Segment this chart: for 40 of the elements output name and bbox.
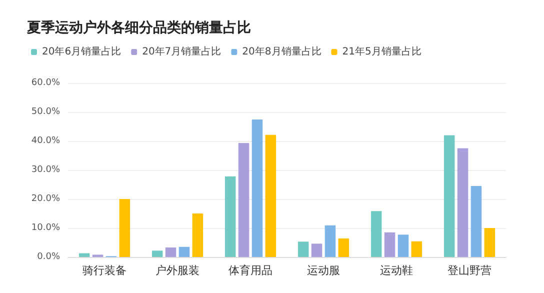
legend-label: 21年5月销量占比	[342, 46, 422, 58]
chart-title: 夏季运动户外各细分品类的销量占比	[26, 19, 251, 36]
bar	[370, 211, 382, 257]
x-tick-label: 运动服	[307, 264, 340, 277]
x-tick-label: 登山野营	[448, 264, 492, 277]
bar	[178, 246, 190, 257]
bar	[298, 242, 309, 257]
bar	[398, 234, 409, 257]
bar	[192, 214, 204, 257]
y-tick-label: 50.0%	[31, 107, 60, 117]
x-tick-label: 户外服装	[156, 264, 200, 277]
y-tick-label: 60.0%	[31, 78, 60, 88]
bar	[265, 134, 276, 257]
bar	[484, 228, 496, 257]
legend-label: 20年8月销量占比	[242, 46, 322, 58]
y-tick-label: 30.0%	[31, 165, 60, 175]
bar	[457, 148, 468, 257]
bar	[444, 135, 455, 257]
bar	[78, 253, 90, 257]
y-tick-label: 10.0%	[31, 223, 60, 233]
x-tick-label: 骑行装备	[82, 264, 126, 277]
y-tick-label: 0.0%	[37, 252, 60, 262]
bar	[224, 176, 236, 257]
bar	[311, 244, 322, 257]
bar	[411, 241, 422, 257]
bar	[238, 143, 250, 257]
bar	[324, 225, 336, 257]
legend-label: 20年7月销量占比	[142, 46, 222, 58]
bar	[119, 199, 130, 257]
y-tick-label: 40.0%	[31, 136, 60, 146]
y-tick-label: 20.0%	[31, 194, 60, 204]
bar	[470, 186, 482, 257]
bar	[165, 247, 176, 257]
bar	[252, 120, 263, 257]
x-tick-label: 体育用品	[228, 264, 272, 277]
bar	[152, 250, 163, 257]
bar	[384, 232, 396, 257]
bar	[338, 238, 350, 257]
legend-label: 20年6月销量占比	[42, 46, 122, 58]
x-tick-label: 运动鞋	[380, 264, 413, 277]
